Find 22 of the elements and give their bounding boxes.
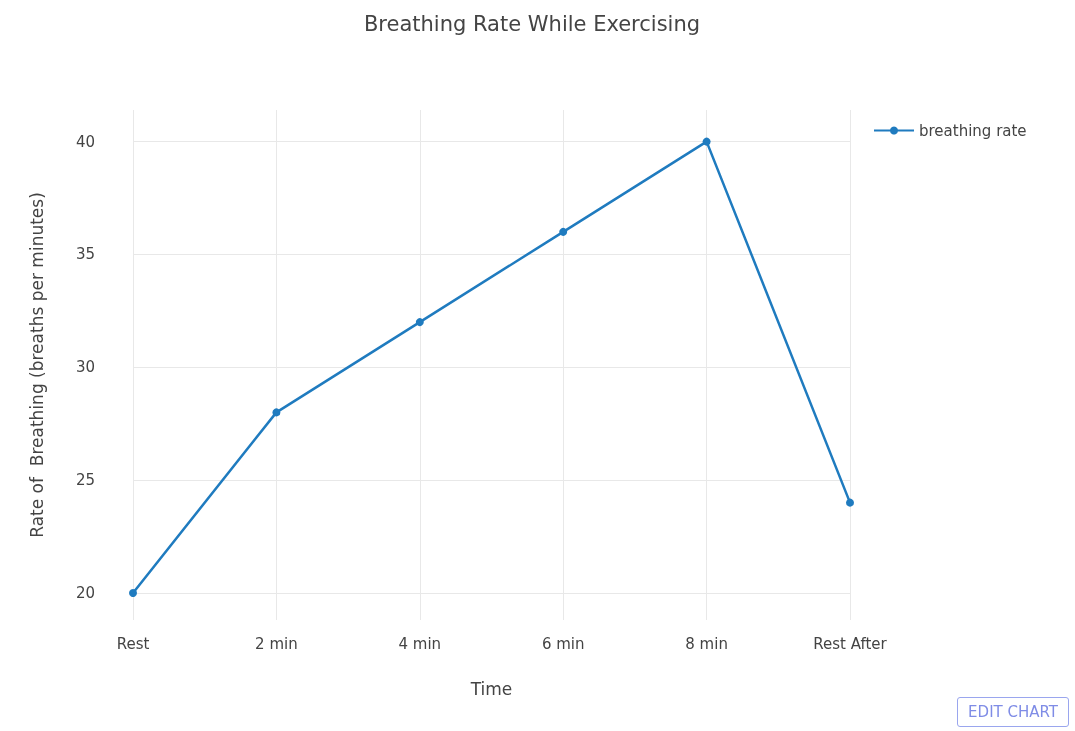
y-tick-label: 25 xyxy=(75,471,95,490)
x-tick-label: 4 min xyxy=(398,634,442,653)
point xyxy=(846,498,854,507)
x-tick-label: 6 min xyxy=(541,634,585,653)
point xyxy=(559,227,568,236)
y-tick-label: 20 xyxy=(75,583,95,602)
point xyxy=(272,408,281,417)
y-tick-label: 30 xyxy=(75,358,95,377)
x-tick-label: Rest xyxy=(116,634,150,653)
edit-button: EDIT CHART xyxy=(957,697,1069,727)
y-tick-label: 35 xyxy=(75,245,95,264)
y-tick-label: 40 xyxy=(75,132,95,151)
legend-label: breathing rate xyxy=(919,121,1027,140)
chart-title: Breathing Rate While Exercising xyxy=(363,11,701,36)
x-tick-label: 2 min xyxy=(255,634,298,653)
y-axis-title: Rate of Breathing (breaths per minutes) xyxy=(26,192,47,538)
point xyxy=(702,137,711,146)
x-axis-title: Time xyxy=(469,678,513,699)
point xyxy=(415,318,424,327)
point xyxy=(129,588,137,597)
x-tick-label: Rest After xyxy=(813,634,888,653)
x-tick-label: 8 min xyxy=(685,634,728,653)
